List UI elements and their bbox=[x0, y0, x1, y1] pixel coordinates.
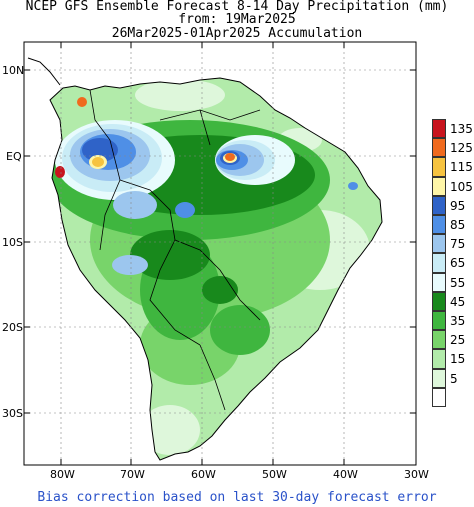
accumulation-period: 26Mar2025-01Apr2025 Accumulation bbox=[111, 26, 363, 41]
legend-swatch bbox=[432, 291, 446, 311]
legend-label: 85 bbox=[450, 218, 466, 232]
lat-label-10n: 10N bbox=[2, 64, 25, 77]
legend-swatch bbox=[432, 253, 446, 273]
legend-label: 115 bbox=[450, 160, 473, 175]
legend-label: 25 bbox=[450, 333, 466, 348]
coastal-rain-spot bbox=[348, 182, 358, 190]
lon-label-40w: 40W bbox=[333, 468, 358, 481]
legend-swatch bbox=[432, 138, 446, 158]
legend-label: 45 bbox=[450, 294, 466, 309]
lon-label-70w: 70W bbox=[120, 468, 145, 481]
legend-swatch bbox=[432, 387, 446, 407]
lat-label-eq: EQ bbox=[6, 150, 22, 163]
legend-label: 95 bbox=[450, 198, 466, 213]
legend-label: 55 bbox=[450, 275, 466, 290]
lat-label-30s: 30S bbox=[2, 407, 23, 420]
legend-label: 105 bbox=[450, 179, 473, 194]
legend-swatch bbox=[432, 311, 446, 331]
legend-swatch bbox=[432, 119, 446, 139]
forecast-from-date: from: 19Mar2025 bbox=[178, 12, 296, 27]
lon-label-50w: 50W bbox=[262, 468, 287, 481]
lat-label-20s: 20S bbox=[2, 321, 23, 334]
legend-label: 75 bbox=[450, 237, 466, 252]
legend-label: 65 bbox=[450, 256, 466, 271]
coastal-max-spot bbox=[55, 166, 65, 178]
legend-label: 5 bbox=[450, 371, 458, 386]
legend-swatch bbox=[432, 176, 446, 196]
legend-swatch bbox=[432, 195, 446, 215]
lon-label-60w: 60W bbox=[191, 468, 216, 481]
legend-label: 35 bbox=[450, 314, 466, 328]
legend-swatch bbox=[432, 330, 446, 350]
legend-label: 15 bbox=[450, 352, 466, 367]
chart-title: NCEP GFS Ensemble Forecast 8-14 Day Prec… bbox=[25, 0, 449, 14]
legend-swatch bbox=[432, 272, 446, 292]
legend-swatch bbox=[432, 157, 446, 177]
graticule bbox=[24, 42, 416, 465]
country-borders bbox=[89, 89, 261, 411]
lon-label-30w: 30W bbox=[404, 468, 429, 481]
legend-swatch bbox=[432, 368, 446, 388]
legend-label: 125 bbox=[450, 141, 473, 156]
legend-swatch bbox=[432, 234, 446, 254]
caribbean-max-spot bbox=[77, 97, 87, 107]
bias-correction-note: Bias correction based on last 30-day for… bbox=[37, 490, 437, 505]
axis-ticks bbox=[24, 42, 416, 465]
legend-label: 135 bbox=[450, 122, 473, 136]
lat-label-10s: 10S bbox=[2, 236, 23, 249]
central-america-coast bbox=[27, 57, 61, 86]
lon-label-80w: 80W bbox=[50, 468, 75, 481]
legend-swatch bbox=[432, 349, 446, 369]
coastline bbox=[49, 77, 383, 461]
legend-swatch bbox=[432, 215, 446, 235]
